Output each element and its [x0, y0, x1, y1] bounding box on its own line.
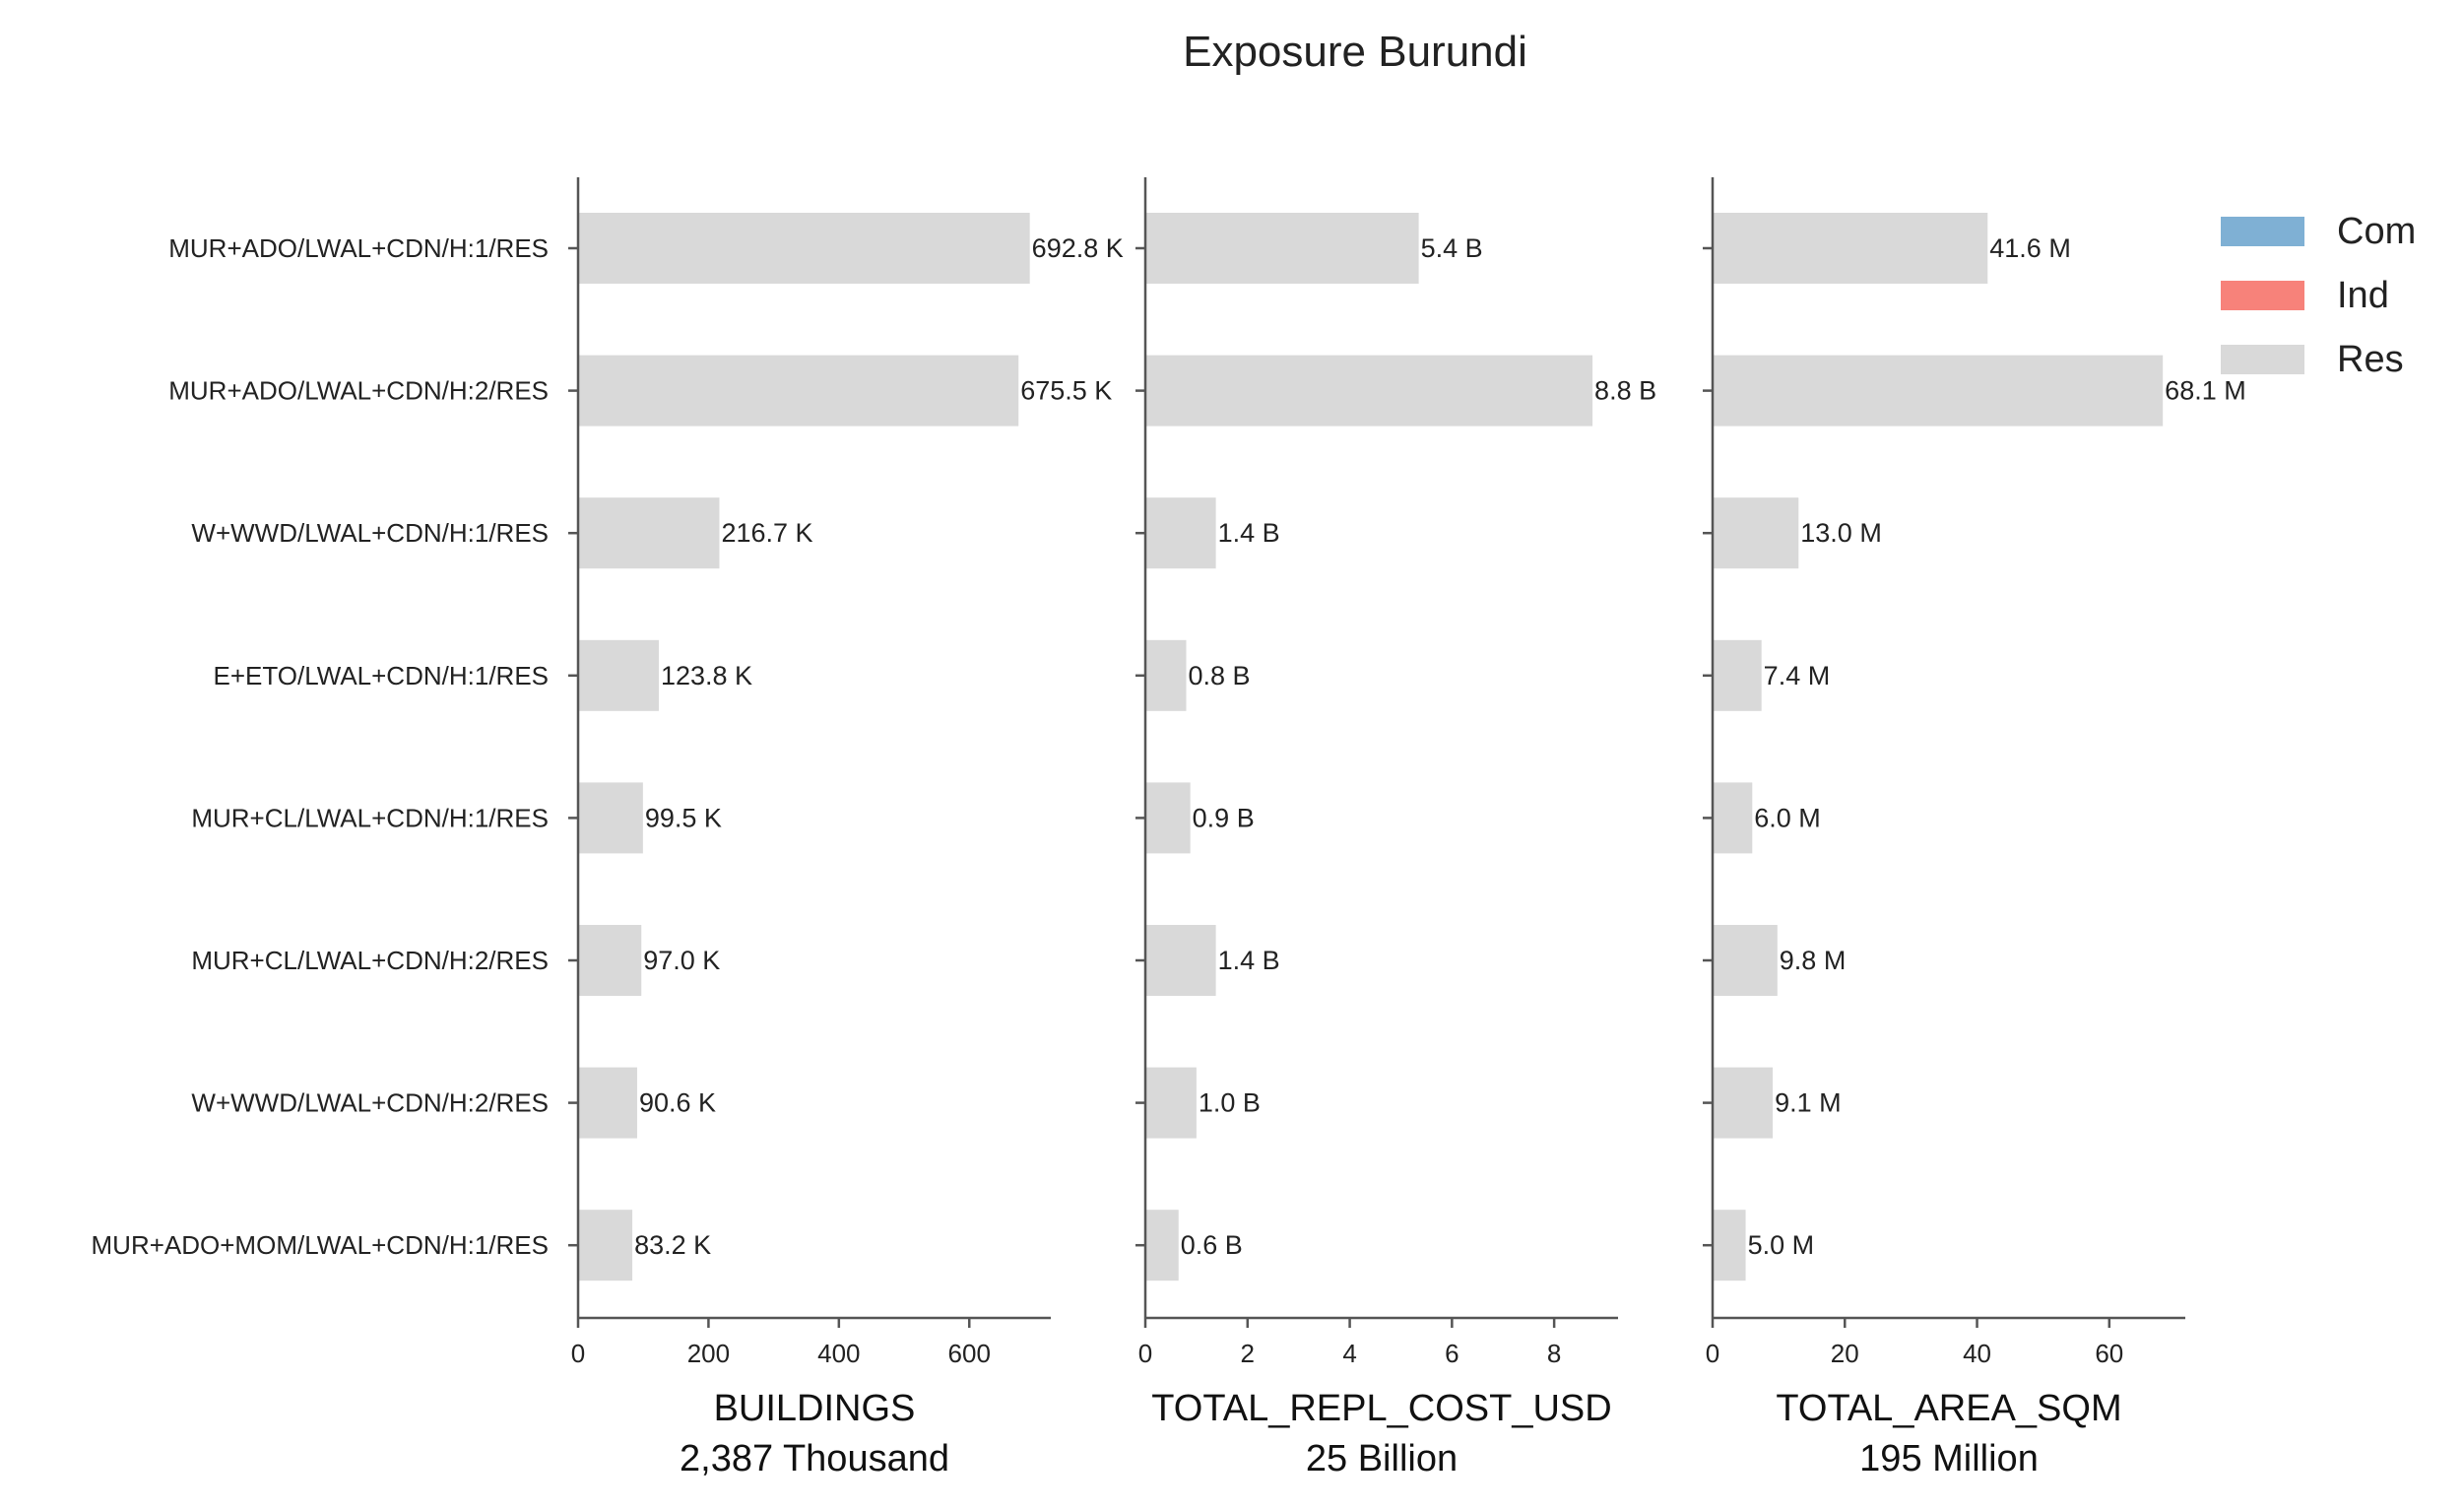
data-label: 1.4 B	[1218, 946, 1280, 975]
data-label: 0.9 B	[1193, 803, 1255, 832]
legend: Com Ind Res	[2221, 211, 2416, 380]
data-label: 0.8 B	[1189, 661, 1251, 690]
data-label: 13.0 M	[1800, 518, 1882, 548]
data-label: 99.5 K	[645, 803, 722, 832]
x-tick-label: 2	[1241, 1339, 1255, 1368]
data-label: 83.2 K	[634, 1230, 711, 1260]
data-label: 675.5 K	[1020, 376, 1112, 406]
legend-swatch-com	[2221, 217, 2304, 246]
x-tick-label: 0	[1138, 1339, 1152, 1368]
bar	[578, 1210, 633, 1281]
panel-2: 5.4 B 8.8 B 1.4 B 0.8 B 0.9 B 1.4 B 1.0 B 0.6 B…	[1135, 177, 1656, 1479]
legend-label-res: Res	[2337, 339, 2404, 380]
bar	[1145, 355, 1593, 427]
x-tick-label: 200	[687, 1339, 730, 1368]
data-label: 7.4 M	[1764, 661, 1831, 690]
x-axis-subtitle: 25 Billion	[1306, 1438, 1458, 1479]
x-tick-label: 6	[1445, 1339, 1459, 1368]
bar	[1713, 355, 2164, 427]
data-label: 1.4 B	[1218, 518, 1280, 548]
data-label: 5.4 B	[1421, 233, 1483, 263]
x-tick-label: 0	[571, 1339, 585, 1368]
bar	[1145, 497, 1216, 569]
category-label: W+WWD/LWAL+CDN/H:1/RES	[191, 518, 549, 548]
data-label: 9.8 M	[1780, 946, 1847, 975]
bar	[1145, 1067, 1197, 1139]
bar	[578, 1067, 637, 1139]
category-label: E+ETO/LWAL+CDN/H:1/RES	[213, 661, 549, 690]
legend-swatch-res	[2221, 345, 2304, 374]
bar	[1713, 497, 1799, 569]
legend-label-com: Com	[2337, 211, 2416, 252]
bar	[1713, 1067, 1774, 1139]
x-tick-label: 60	[2095, 1339, 2123, 1368]
bar	[578, 355, 1019, 427]
bar	[1145, 639, 1187, 711]
data-label: 1.0 B	[1199, 1088, 1261, 1118]
chart-title: Exposure Burundi	[1183, 28, 1527, 76]
bar	[578, 925, 642, 996]
category-label: MUR+ADO/LWAL+CDN/H:2/RES	[168, 376, 549, 406]
data-label: 692.8 K	[1032, 233, 1124, 263]
x-axis-subtitle: 2,387 Thousand	[680, 1438, 949, 1479]
data-label: 9.1 M	[1775, 1088, 1842, 1118]
x-tick-label: 40	[1963, 1339, 1991, 1368]
x-tick-label: 4	[1342, 1339, 1356, 1368]
x-axis-label: TOTAL_REPL_COST_USD	[1151, 1388, 1611, 1429]
panel-3: 41.6 M 68.1 M 13.0 M 7.4 M 6.0 M 9.8 M 9.1 M 5.…	[1703, 177, 2246, 1479]
bar	[1145, 213, 1419, 284]
bar	[1713, 782, 1753, 854]
category-label: MUR+ADO/LWAL+CDN/H:1/RES	[168, 233, 549, 263]
x-axis-subtitle: 195 Million	[1859, 1438, 2039, 1479]
bar	[578, 497, 720, 569]
bar	[1713, 925, 1778, 996]
category-label: MUR+CL/LWAL+CDN/H:2/RES	[191, 946, 549, 975]
legend-swatch-ind	[2221, 281, 2304, 310]
data-label: 216.7 K	[721, 518, 812, 548]
category-label: W+WWD/LWAL+CDN/H:2/RES	[191, 1088, 549, 1118]
data-label: 41.6 M	[1989, 233, 2071, 263]
bar	[1713, 639, 1762, 711]
data-label: 6.0 M	[1754, 803, 1821, 832]
data-label: 5.0 M	[1748, 1230, 1815, 1260]
bar	[1145, 1210, 1179, 1281]
category-label: MUR+ADO+MOM/LWAL+CDN/H:1/RES	[92, 1230, 549, 1260]
data-label: 68.1 M	[2165, 376, 2246, 406]
data-label: 90.6 K	[639, 1088, 716, 1118]
x-axis-label: BUILDINGS	[714, 1388, 916, 1429]
data-label: 0.6 B	[1181, 1230, 1243, 1260]
x-tick-label: 8	[1547, 1339, 1561, 1368]
bar	[1713, 1210, 1746, 1281]
x-tick-label: 600	[948, 1339, 991, 1368]
bar	[1713, 213, 1988, 284]
bar	[578, 782, 643, 854]
panel-1: 692.8 K 675.5 K 216.7 K 123.8 K 99.5 K 97.0 K…	[92, 177, 1124, 1479]
data-label: 8.8 B	[1594, 376, 1656, 406]
data-label: 97.0 K	[643, 946, 720, 975]
legend-label-ind: Ind	[2337, 275, 2389, 316]
bar	[578, 213, 1030, 284]
x-tick-label: 20	[1831, 1339, 1859, 1368]
x-axis-label: TOTAL_AREA_SQM	[1776, 1388, 2121, 1429]
category-label: MUR+CL/LWAL+CDN/H:1/RES	[191, 803, 549, 832]
bar	[578, 639, 659, 711]
x-tick-label: 400	[817, 1339, 860, 1368]
bar	[1145, 782, 1191, 854]
data-label: 123.8 K	[661, 661, 752, 690]
x-tick-label: 0	[1706, 1339, 1719, 1368]
bar	[1145, 925, 1216, 996]
